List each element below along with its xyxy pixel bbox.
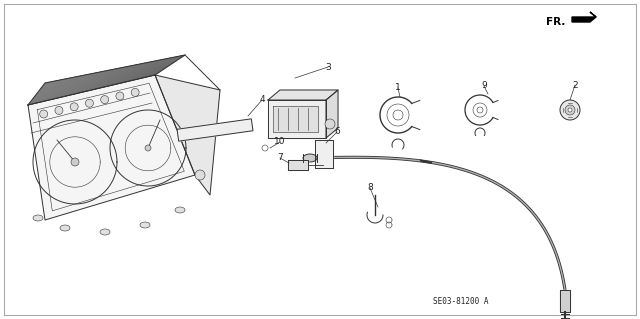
Ellipse shape <box>303 154 317 162</box>
Text: SE03-81200 A: SE03-81200 A <box>433 297 488 306</box>
Text: 6: 6 <box>334 128 340 137</box>
Text: 3: 3 <box>325 63 331 71</box>
Circle shape <box>55 107 63 115</box>
Polygon shape <box>572 12 596 22</box>
Text: 2: 2 <box>572 80 578 90</box>
Text: 1: 1 <box>395 84 401 93</box>
Circle shape <box>325 119 335 129</box>
Ellipse shape <box>140 222 150 228</box>
Text: 7: 7 <box>277 153 283 162</box>
Circle shape <box>560 100 580 120</box>
Circle shape <box>477 107 483 113</box>
Polygon shape <box>155 75 220 195</box>
Polygon shape <box>326 90 338 138</box>
Text: 4: 4 <box>259 95 265 105</box>
Circle shape <box>393 110 403 120</box>
Ellipse shape <box>33 215 43 221</box>
Ellipse shape <box>100 229 110 235</box>
Circle shape <box>70 103 78 111</box>
Circle shape <box>131 88 139 96</box>
Polygon shape <box>177 119 253 141</box>
Text: 9: 9 <box>481 81 487 91</box>
Polygon shape <box>268 100 326 138</box>
Circle shape <box>565 105 575 115</box>
Polygon shape <box>28 55 185 105</box>
Circle shape <box>262 145 268 151</box>
Polygon shape <box>315 140 333 168</box>
Polygon shape <box>268 90 338 100</box>
Polygon shape <box>288 160 308 170</box>
Circle shape <box>40 110 48 118</box>
Circle shape <box>568 108 572 112</box>
Circle shape <box>116 92 124 100</box>
Text: 10: 10 <box>275 137 285 146</box>
Polygon shape <box>28 75 195 220</box>
Polygon shape <box>273 106 318 132</box>
Circle shape <box>195 170 205 180</box>
Circle shape <box>100 96 109 104</box>
Text: 8: 8 <box>367 183 373 192</box>
Circle shape <box>85 99 93 107</box>
Polygon shape <box>560 290 570 312</box>
Circle shape <box>71 158 79 166</box>
Text: FR.: FR. <box>546 17 565 27</box>
Circle shape <box>145 145 151 151</box>
Ellipse shape <box>175 207 185 213</box>
Ellipse shape <box>60 225 70 231</box>
